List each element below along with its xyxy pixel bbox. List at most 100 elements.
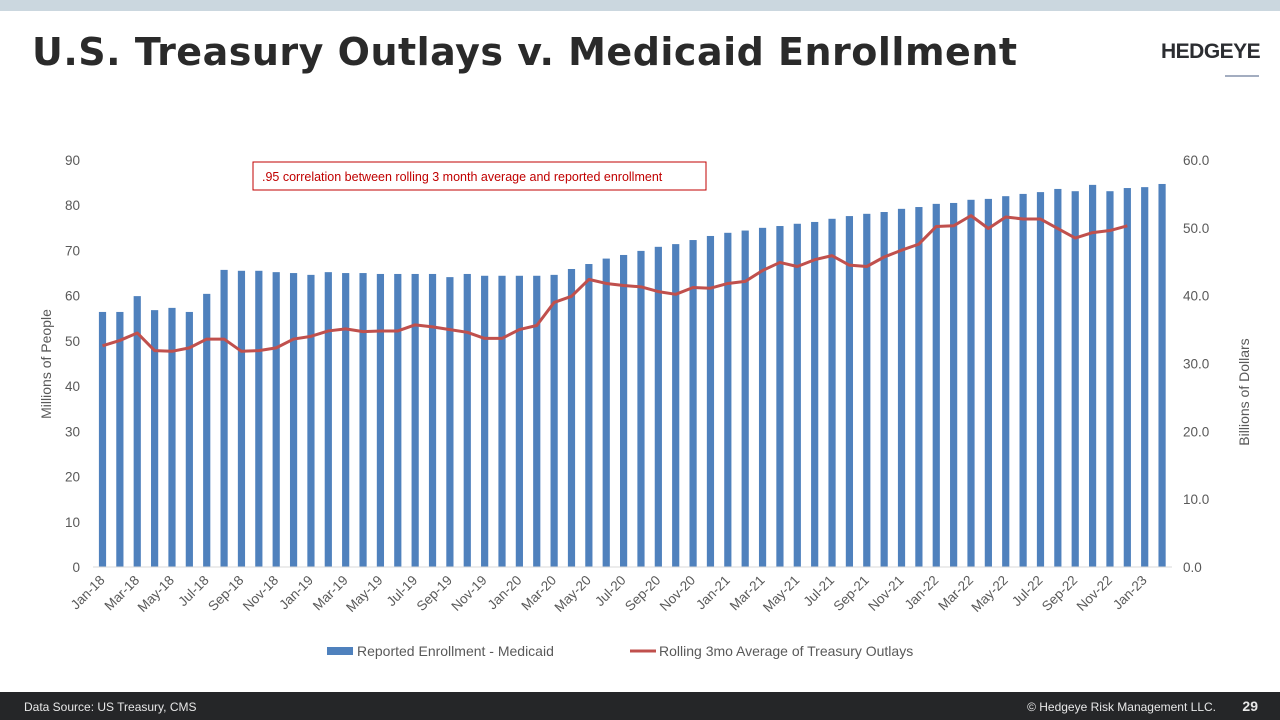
bar: [98, 311, 107, 567]
left-tick-label: 10: [65, 515, 80, 530]
bar: [1123, 188, 1131, 567]
bar: [1054, 188, 1062, 568]
bar: [828, 218, 836, 568]
page-title: U.S. Treasury Outlays v. Medicaid Enroll…: [32, 30, 1018, 74]
annotation-box: [252, 161, 707, 191]
bar: [307, 274, 315, 567]
bar: [255, 270, 263, 567]
bar: [620, 254, 628, 567]
bar: [741, 230, 749, 567]
bar: [428, 273, 437, 567]
bar: [706, 235, 715, 567]
bar: [324, 272, 332, 567]
x-tick-label: May-22: [968, 573, 1010, 615]
legend-label-outlays: Rolling 3mo Average of Treasury Outlays: [659, 643, 913, 659]
x-tick-label: May-21: [760, 573, 802, 615]
x-tick-label: Sep-21: [831, 573, 872, 614]
copyright: © Hedgeye Risk Management LLC.: [1027, 700, 1216, 714]
legend-bar-swatch: [327, 647, 353, 655]
bar: [116, 311, 124, 567]
bar: [1036, 192, 1045, 567]
x-tick-label: Nov-22: [1074, 573, 1115, 614]
left-axis-ticks: 0 10 20 30 40 50 60 70 80 90: [65, 153, 80, 575]
right-tick-label: 0.0: [1183, 560, 1202, 575]
x-tick-label: Nov-18: [240, 573, 281, 614]
left-tick-label: 70: [65, 243, 80, 258]
right-tick-label: 30.0: [1183, 357, 1209, 372]
x-tick-label: Sep-18: [205, 573, 246, 614]
bar: [376, 273, 385, 567]
bar: [203, 293, 211, 567]
bar: [446, 277, 454, 567]
bar: [359, 273, 367, 567]
bar: [533, 275, 541, 567]
x-tick-label: Jan-21: [693, 573, 733, 613]
bar: [463, 273, 471, 567]
bar: [151, 310, 159, 567]
x-tick-label: Sep-20: [622, 573, 663, 614]
page-number: 29: [1242, 698, 1258, 714]
bar: [1106, 191, 1114, 567]
x-axis-ticks: Jan-18Mar-18May-18Jul-18Sep-18Nov-18Jan-…: [68, 573, 1150, 615]
x-tick-label: May-19: [343, 573, 385, 615]
bar: [342, 273, 350, 567]
bar: [654, 246, 662, 567]
right-axis-ticks: 0.0 10.0 20.0 30.0 40.0 50.0 60.0: [1183, 153, 1209, 575]
right-tick-label: 40.0: [1183, 289, 1209, 304]
legend: Reported Enrollment - Medicaid Rolling 3…: [327, 643, 913, 659]
bar: [515, 275, 523, 567]
bar: [498, 275, 506, 567]
bar: [1071, 191, 1079, 567]
bar: [1019, 193, 1027, 567]
x-tick-label: Jan-22: [902, 573, 942, 613]
x-tick-label: May-18: [135, 573, 177, 615]
bar: [1141, 187, 1149, 567]
x-tick-label: Nov-20: [657, 573, 698, 614]
right-tick-label: 50.0: [1183, 221, 1209, 236]
logo-underline: [1225, 75, 1259, 77]
x-tick-label: Nov-19: [448, 573, 489, 614]
right-axis-title: Billions of Dollars: [1236, 338, 1252, 445]
bar: [758, 227, 767, 568]
bar: [237, 270, 246, 567]
bar: [602, 258, 610, 567]
left-tick-label: 80: [65, 198, 80, 213]
left-tick-label: 30: [65, 424, 80, 439]
left-axis-title: Millions of People: [38, 309, 54, 419]
x-tick-label: Nov-21: [865, 573, 906, 614]
bar: [585, 264, 593, 567]
bar: [793, 223, 801, 567]
bar: [984, 198, 992, 567]
data-source: Data Source: US Treasury, CMS: [24, 700, 197, 714]
bar: [845, 216, 854, 567]
bar: [776, 226, 784, 567]
bar: [637, 250, 645, 567]
bar: [1158, 183, 1166, 567]
annotation-text: .95 correlation between rolling 3 month …: [262, 170, 663, 184]
top-accent-bar: [0, 0, 1280, 11]
right-tick-label: 10.0: [1183, 492, 1209, 507]
bar: [272, 272, 280, 567]
bar: [567, 268, 576, 567]
left-tick-label: 50: [65, 334, 80, 349]
bar-series: [98, 183, 1166, 568]
left-tick-label: 40: [65, 379, 80, 394]
left-tick-label: 20: [65, 470, 80, 485]
bar: [394, 273, 402, 567]
x-tick-label: Sep-22: [1039, 573, 1080, 614]
bar: [915, 207, 923, 567]
bar: [1088, 184, 1097, 567]
bar: [967, 199, 975, 567]
x-tick-label: Jan-20: [485, 573, 525, 613]
x-tick-label: Jan-19: [276, 573, 316, 613]
bar: [411, 273, 419, 567]
left-tick-label: 60: [65, 289, 80, 304]
left-tick-label: 90: [65, 153, 80, 168]
chart: 0 10 20 30 40 50 60 70 80 90 0.0 10.0 20.0 30.0 40.0 5…: [38, 153, 1252, 659]
legend-label-enrollment: Reported Enrollment - Medicaid: [357, 643, 554, 659]
x-tick-label: Jan-18: [68, 573, 108, 613]
footer: Data Source: US Treasury, CMS © Hedgeye …: [0, 692, 1280, 720]
bar: [811, 221, 819, 567]
bar: [672, 244, 680, 567]
bar: [950, 202, 958, 567]
